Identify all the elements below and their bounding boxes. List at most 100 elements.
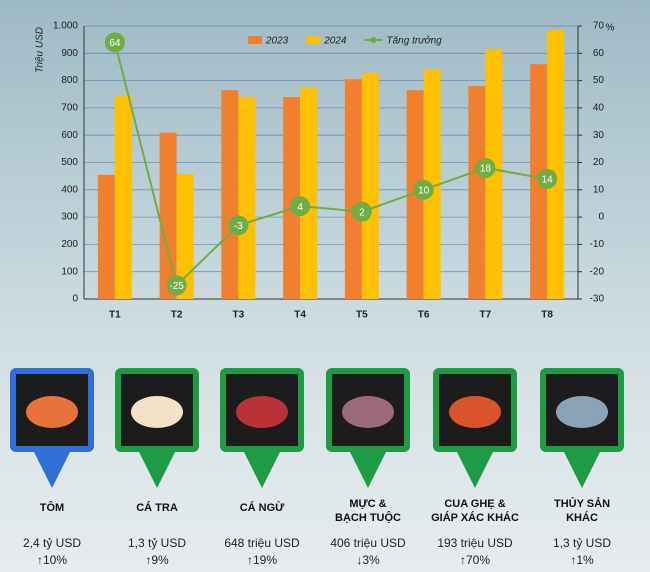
tile-pointer — [457, 452, 493, 488]
line-marker — [351, 201, 372, 222]
data-label: 18 — [480, 164, 492, 175]
tile-icon — [449, 396, 501, 428]
product-tile: MỰC & BẠCH TUỘC 406 triệu USD ↓3% — [326, 368, 410, 567]
product-value: 648 triệu USD — [224, 536, 300, 550]
bar — [485, 49, 503, 299]
y2-tick-label: 70 — [593, 21, 605, 32]
y2-tick-label: 20 — [593, 157, 605, 168]
bar — [114, 95, 132, 300]
y2-tick-label: -30 — [590, 294, 605, 305]
bar — [97, 174, 115, 299]
y2-tick-label: -20 — [590, 266, 605, 277]
y2-axis-label: % — [606, 23, 615, 34]
bar — [238, 96, 256, 299]
y-tick-label: 500 — [61, 157, 78, 168]
y-tick-label: 700 — [61, 103, 78, 114]
product-name: CÁ TRA — [136, 501, 178, 514]
tile-pointer — [244, 452, 280, 488]
product-change: ↓3% — [356, 553, 380, 567]
tile-icon — [131, 396, 183, 428]
product-tile: TÔM 2,4 tỷ USD ↑10% — [10, 368, 94, 567]
y-tick-label: 900 — [61, 48, 78, 59]
y-tick-label: 800 — [61, 75, 78, 86]
product-name: MỰC & BẠCH TUỘC — [335, 498, 401, 524]
data-label: 2 — [359, 207, 365, 218]
product-change: ↑19% — [247, 553, 277, 567]
tile-icon — [556, 396, 608, 428]
y2-tick-label: 0 — [598, 212, 604, 223]
bar — [300, 87, 318, 299]
tile-pointer — [34, 452, 70, 488]
y-tick-label: 0 — [72, 294, 78, 305]
product-name-line: THỦY SẢN — [554, 497, 610, 510]
product-change: ↑1% — [570, 553, 594, 567]
y2-tick-label: 30 — [593, 130, 605, 141]
y2-tick-label: 60 — [593, 48, 605, 59]
data-label: -25 — [169, 281, 184, 292]
product-value: 193 triệu USD — [437, 536, 513, 550]
product-name: THỦY SẢN KHÁC — [554, 497, 610, 524]
legend-label: Tăng trưởng — [387, 35, 443, 47]
x-tick-label: T2 — [171, 310, 183, 321]
x-tick-label: T4 — [294, 310, 306, 321]
data-label: 10 — [418, 185, 430, 196]
product-change: ↑9% — [145, 553, 169, 567]
tile-pointer — [564, 452, 600, 488]
line — [113, 42, 548, 288]
y-tick-label: 200 — [61, 239, 78, 250]
product-name-line: MỰC & — [349, 498, 386, 510]
line-marker — [290, 196, 311, 217]
line-marker — [475, 157, 496, 178]
line-marker — [228, 215, 249, 236]
legend-label: 2023 — [265, 36, 289, 47]
y-tick-label: 600 — [61, 130, 78, 141]
y-tick-label: 1.000 — [53, 21, 78, 32]
bar — [283, 96, 301, 299]
x-tick-label: T7 — [480, 310, 492, 321]
line-marker — [166, 275, 187, 296]
product-name-line: CUA GHẸ & — [444, 498, 505, 510]
y-tick-label: 300 — [61, 212, 78, 223]
bar — [221, 90, 239, 299]
product-name: CUA GHẸ & GIÁP XÁC KHÁC — [431, 498, 519, 524]
data-label: 64 — [109, 38, 121, 49]
product-value: 1,3 tỷ USD — [128, 536, 186, 550]
x-tick-label: T1 — [109, 310, 121, 321]
bar — [423, 69, 441, 300]
legend-swatch — [248, 36, 262, 44]
product-name: TÔM — [40, 501, 64, 514]
line-marker — [537, 168, 558, 189]
product-name-line: KHÁC — [566, 511, 598, 524]
bar — [547, 30, 565, 299]
product-name-line: GIÁP XÁC KHÁC — [431, 511, 519, 524]
bar — [468, 86, 486, 299]
bar — [344, 79, 362, 299]
product-tile: CÁ NGỪ 648 triệu USD ↑19% — [220, 368, 304, 567]
bar — [361, 72, 379, 300]
legend-swatch — [306, 36, 321, 44]
data-label: 14 — [542, 175, 554, 186]
y2-tick-label: 40 — [593, 103, 605, 114]
bar — [159, 132, 177, 299]
x-tick-label: T6 — [418, 310, 430, 321]
data-label: 4 — [297, 202, 303, 213]
x-tick-label: T5 — [356, 310, 368, 321]
y-tick-label: 400 — [61, 184, 78, 195]
legend-marker — [370, 37, 377, 43]
line-marker — [413, 179, 434, 200]
y-tick-label: 100 — [61, 266, 78, 277]
line-marker — [104, 32, 125, 53]
tile-pointer — [139, 452, 175, 488]
product-change: ↑10% — [37, 553, 67, 567]
product-name-line: BẠCH TUỘC — [335, 511, 401, 524]
y2-tick-label: 10 — [593, 184, 605, 195]
data-label: -3 — [234, 221, 243, 232]
product-value: 2,4 tỷ USD — [23, 536, 81, 550]
y2-tick-label: -10 — [590, 239, 605, 250]
tile-icon — [342, 396, 394, 428]
tile-icon — [26, 396, 78, 428]
tile-icon — [236, 396, 288, 428]
product-name: CÁ NGỪ — [240, 501, 285, 514]
